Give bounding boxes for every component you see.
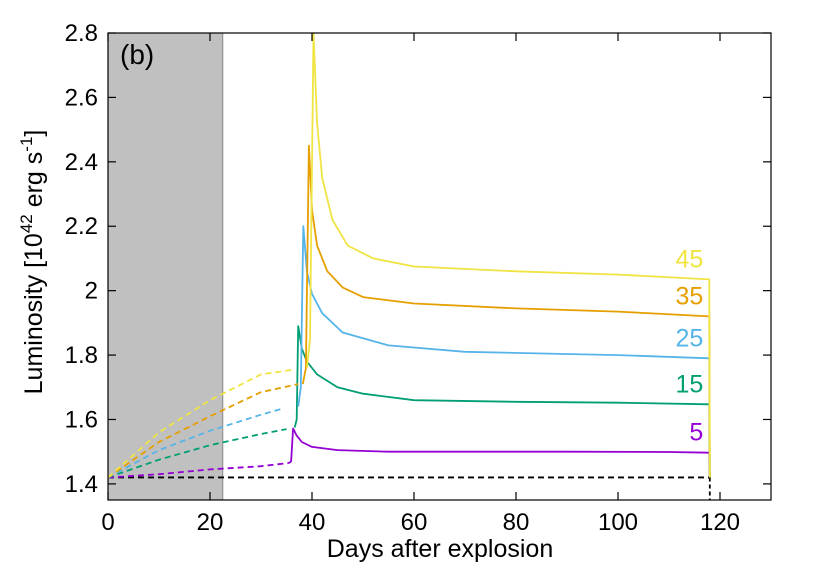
series-45-solid-line <box>306 32 711 478</box>
y-tick-label: 1.8 <box>65 342 98 369</box>
series-15-solid-line <box>293 325 711 478</box>
series-25: 25 <box>107 225 711 479</box>
x-tick-label: 100 <box>598 509 638 536</box>
x-tick-label: 40 <box>299 509 326 536</box>
y-tick-label: 1.4 <box>65 471 98 498</box>
panel-label: (b) <box>120 39 154 70</box>
plot-frame <box>107 32 772 501</box>
series-35-dashed-line <box>107 383 299 479</box>
series-label-25: 25 <box>675 324 703 352</box>
chart-marks: 5 15 25 35 45 <box>107 32 711 500</box>
series-15: 15 <box>107 325 711 479</box>
y-axis-label-close: ] <box>20 130 48 137</box>
series-25-dashed-line <box>107 407 285 479</box>
x-tick-label: 60 <box>401 509 428 536</box>
x-tick-label: 0 <box>101 509 114 536</box>
series-label-35: 35 <box>675 282 703 310</box>
series-5-dashed-line <box>107 462 290 479</box>
y-tick-label: 2 <box>85 278 98 305</box>
series-label-15: 15 <box>675 370 703 398</box>
y-axis-label-group: Luminosity [1042 erg s-1] <box>17 130 48 395</box>
series-5: 5 <box>107 419 711 479</box>
y-tick-label: 2.2 <box>65 213 98 240</box>
y-axis-label-unit: erg s <box>20 152 48 215</box>
x-tick-label: 120 <box>700 509 740 536</box>
y-axis-label-main: Luminosity [10 <box>20 233 48 394</box>
y-axis-label: Luminosity [1042 erg s-1] <box>17 130 48 395</box>
series-5-solid-line <box>288 427 711 478</box>
y-tick-label: 2.8 <box>65 20 98 47</box>
x-axis-label: Days after explosion <box>327 535 554 563</box>
y-tick-label: 1.6 <box>65 406 98 433</box>
axis-ticks: 0 20 40 60 80 100 120 1.4 1.6 1.8 2 2.2 2.4 2.6 2.8 <box>65 20 771 536</box>
y-axis-label-exp: 42 <box>17 214 36 233</box>
y-tick-label: 2.6 <box>65 84 98 111</box>
series-label-45: 45 <box>675 245 703 273</box>
series-25-solid-line <box>297 225 711 478</box>
y-tick-label: 2.4 <box>65 149 98 176</box>
series-35: 35 <box>107 144 711 479</box>
shaded-region <box>108 33 223 500</box>
x-tick-label: 80 <box>503 509 530 536</box>
x-tick-label: 20 <box>197 509 224 536</box>
series-label-5: 5 <box>689 419 703 447</box>
series-35-solid-line <box>301 144 711 478</box>
series-45-dashed-line <box>107 368 295 479</box>
y-axis-label-unit-exp: -1 <box>17 137 36 152</box>
